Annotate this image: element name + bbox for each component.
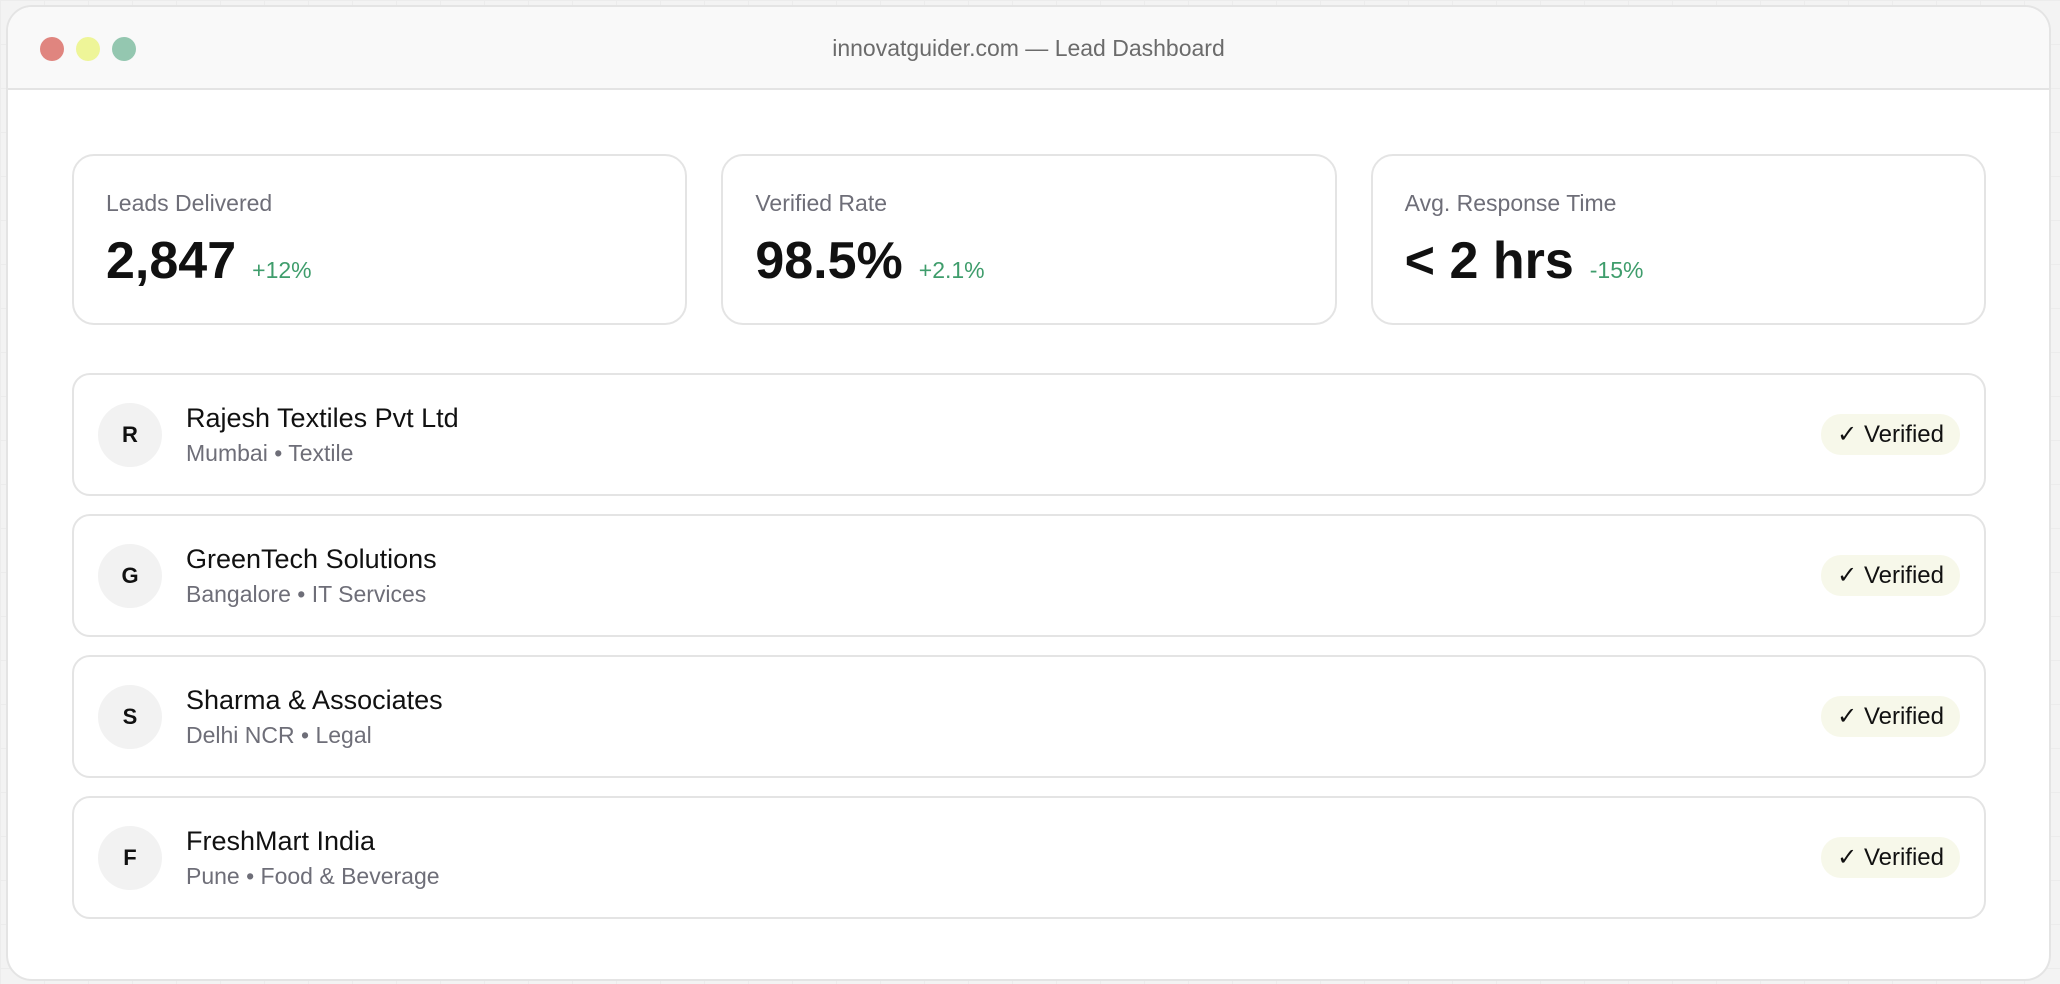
title-bar: innovatguider.com — Lead Dashboard [8,7,2049,90]
stat-value: < 2 hrs [1404,232,1574,290]
minimize-button[interactable] [76,37,100,61]
lead-meta: Delhi NCR • Legal [186,721,372,748]
lead-row[interactable]: R Rajesh Textiles Pvt Ltd Mumbai • Textil… [72,373,1986,496]
lead-row[interactable]: G GreenTech Solutions Bangalore • IT Serv… [72,514,1986,637]
lead-row[interactable]: S Sharma & Associates Delhi NCR • Legal ✓… [72,655,1986,778]
lead-meta: Mumbai • Textile [186,439,354,466]
lead-name: GreenTech Solutions [186,543,437,574]
stat-delta: +2.1% [918,257,985,283]
stat-delta: +12% [252,257,312,283]
status-badge: ✓ Verified [1821,837,1960,878]
lead-list: R Rajesh Textiles Pvt Ltd Mumbai • Textil… [72,373,1986,919]
status-badge: ✓ Verified [1821,414,1960,455]
status-badge: ✓ Verified [1821,555,1960,596]
stat-value: 98.5% [755,232,903,290]
stat-card-response-time: Avg. Response Time < 2 hrs -15% [1370,154,1986,325]
stat-card-verified-rate: Verified Rate 98.5% +2.1% [721,154,1337,325]
lead-meta: Pune • Food & Beverage [186,862,440,889]
lead-name: FreshMart India [186,825,376,856]
stat-label: Verified Rate [755,190,888,216]
maximize-button[interactable] [112,37,136,61]
lead-name: Rajesh Textiles Pvt Ltd [186,402,459,433]
avatar: S [98,684,162,749]
stat-label: Leads Delivered [106,190,273,216]
stats-row: Leads Delivered 2,847 +12% Verified Rate … [72,154,1986,325]
lead-row[interactable]: F FreshMart India Pune • Food & Beverage … [72,796,1986,919]
window-title: innovatguider.com — Lead Dashboard [832,35,1225,61]
stat-value: 2,847 [106,232,237,290]
avatar: R [98,402,162,467]
lead-meta: Bangalore • IT Services [186,580,427,607]
avatar: G [98,543,162,608]
stat-card-leads-delivered: Leads Delivered 2,847 +12% [72,154,688,325]
avatar: F [98,825,162,890]
lead-name: Sharma & Associates [186,684,443,715]
browser-window: innovatguider.com — Lead Dashboard Leads… [6,5,2051,981]
stat-label: Avg. Response Time [1404,190,1617,216]
stat-delta: -15% [1589,257,1644,283]
close-button[interactable] [40,37,64,61]
status-badge: ✓ Verified [1821,696,1960,737]
